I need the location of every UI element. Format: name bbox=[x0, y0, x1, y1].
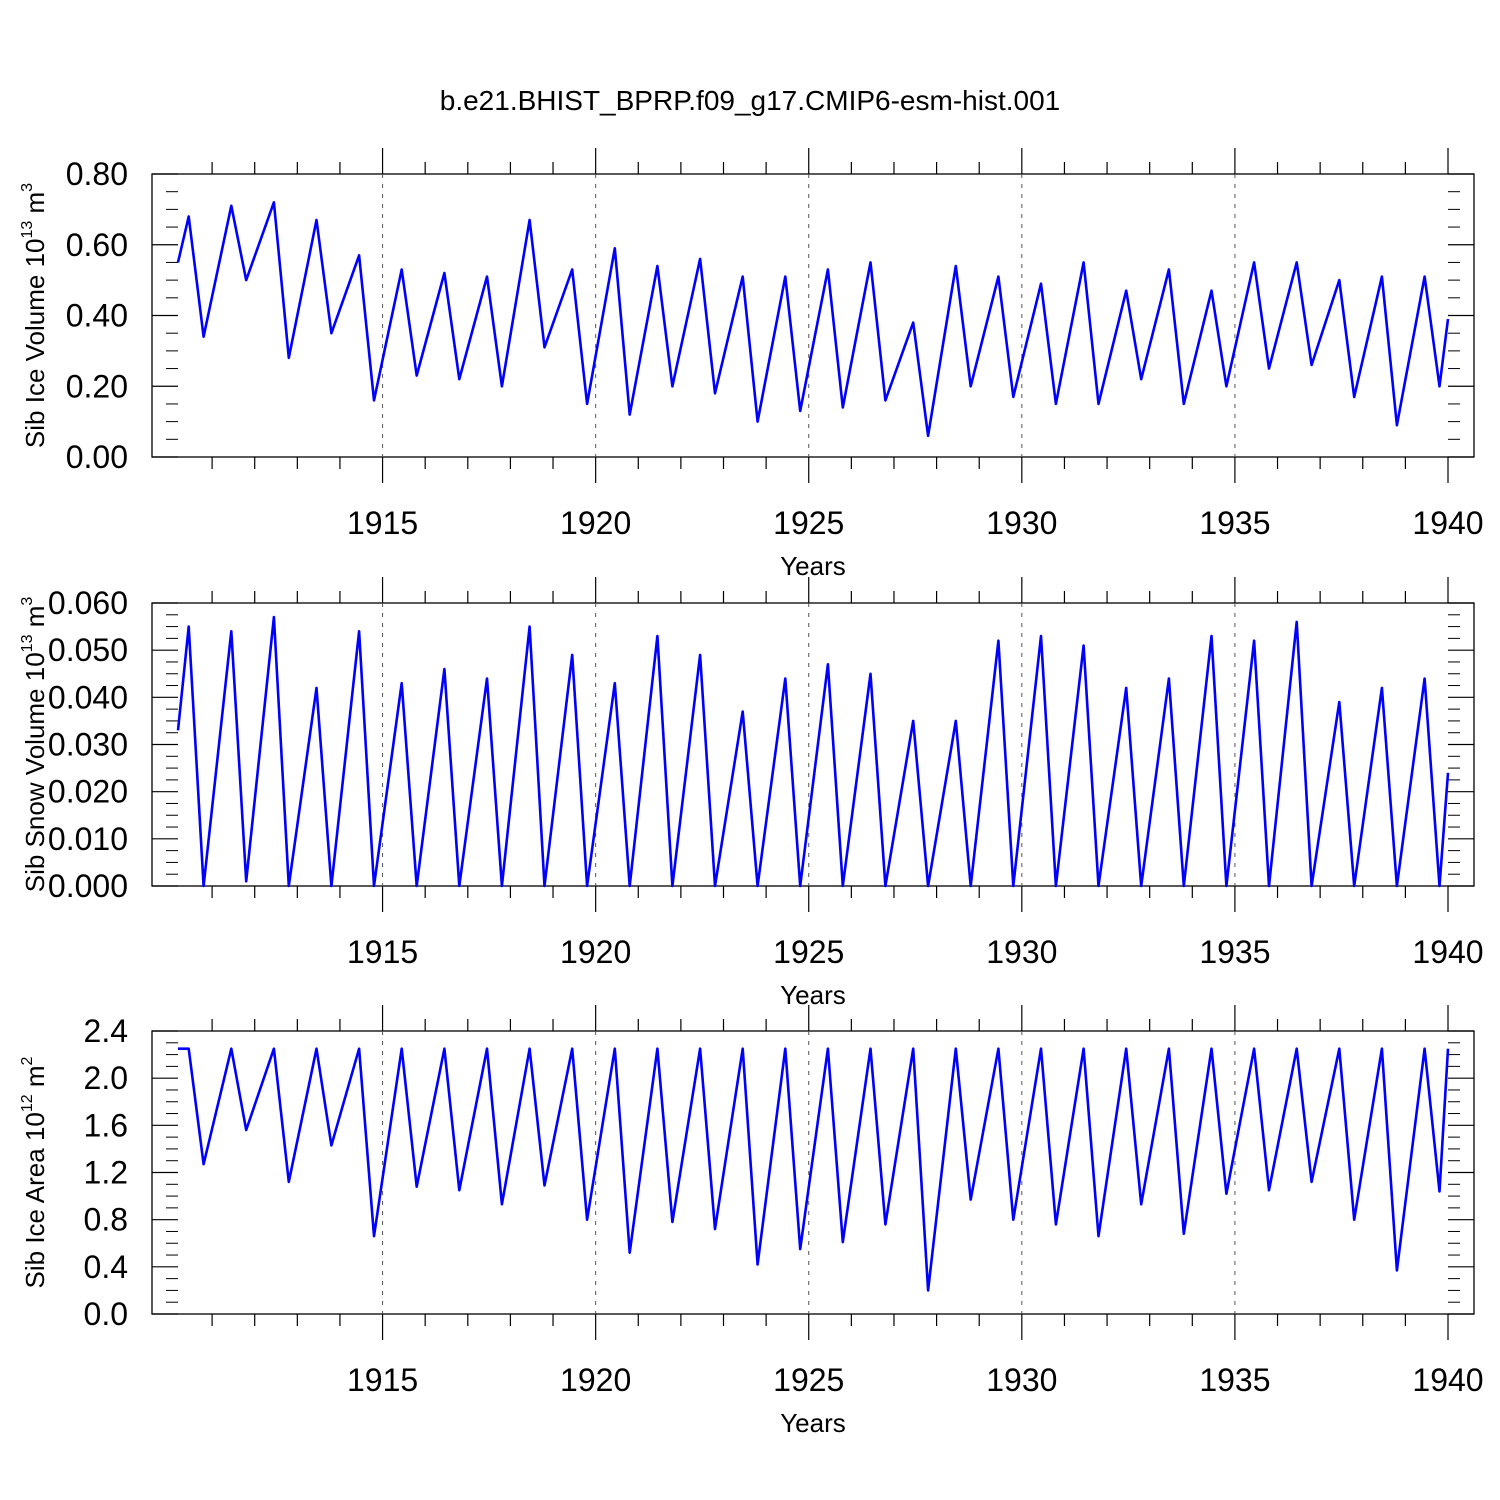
y-tick-label: 0.060 bbox=[48, 585, 128, 621]
y-axis-label-part: 3 bbox=[19, 597, 36, 606]
y-tick-label: 1.6 bbox=[84, 1107, 128, 1143]
x-tick-label: 1935 bbox=[1199, 1362, 1270, 1398]
x-axis-label: Years bbox=[780, 980, 846, 1010]
y-tick-label: 0.4 bbox=[84, 1249, 128, 1285]
y-tick-label: 0.60 bbox=[66, 227, 128, 263]
panel-1: 1915 1920 1925 1930 1935 1940 0.00 0.20 0.40 0.60… bbox=[19, 148, 1484, 581]
y-tick-label: 0.00 bbox=[66, 439, 128, 475]
x-tick-label: 1940 bbox=[1412, 1362, 1483, 1398]
x-tick-label: 1940 bbox=[1412, 505, 1483, 541]
x-tick-label: 1930 bbox=[986, 1362, 1057, 1398]
x-tick-label: 1930 bbox=[986, 505, 1057, 541]
x-axis-label: Years bbox=[780, 1408, 846, 1438]
x-tick-label: 1920 bbox=[560, 934, 631, 970]
y-axis-label: Sib Ice Area 1012 m2 bbox=[19, 1056, 50, 1288]
y-tick-label: 0.010 bbox=[48, 821, 128, 857]
y-tick-label: 1.2 bbox=[84, 1155, 128, 1191]
y-axis-label-part: m bbox=[20, 192, 50, 221]
y-tick-label: 0.20 bbox=[66, 368, 128, 404]
y-tick-label: 0.000 bbox=[48, 868, 128, 904]
x-tick-label: 1925 bbox=[773, 1362, 844, 1398]
plot-frame bbox=[151, 602, 1475, 887]
y-axis-label: Sib Ice Volume 1013 m3 bbox=[19, 183, 50, 448]
plot-frame bbox=[151, 1030, 1475, 1315]
x-tick-label: 1915 bbox=[347, 934, 418, 970]
y-tick-label: 0.020 bbox=[48, 774, 128, 810]
y-tick-label: 2.4 bbox=[84, 1013, 128, 1049]
x-tick-label: 1930 bbox=[986, 934, 1057, 970]
y-axis-label-part: 3 bbox=[19, 183, 36, 192]
series-line bbox=[178, 1047, 1450, 1292]
x-tick-label: 1940 bbox=[1412, 934, 1483, 970]
y-tick-label: 0.030 bbox=[48, 727, 128, 763]
x-tick-label: 1915 bbox=[347, 1362, 418, 1398]
x-tick-label: 1935 bbox=[1199, 505, 1270, 541]
y-axis-label: Sib Snow Volume 1013 m3 bbox=[19, 597, 50, 893]
panel-2: 1915 1920 1925 1930 1935 1940 0.000 0.010 0.020 0… bbox=[19, 577, 1484, 1010]
series-line bbox=[176, 615, 1450, 888]
y-axis-label-part: 13 bbox=[19, 221, 36, 239]
y-axis-label-part: 2 bbox=[19, 1056, 36, 1065]
y-axis-label-part: Sib Snow Volume 10 bbox=[20, 652, 50, 892]
y-tick-label: 0.80 bbox=[66, 156, 128, 192]
x-tick-label: 1920 bbox=[560, 505, 631, 541]
y-tick-label: 2.0 bbox=[84, 1060, 128, 1096]
figure-title: b.e21.BHIST_BPRP.f09_g17.CMIP6-esm-hist.… bbox=[440, 85, 1060, 116]
y-axis-label-part: m bbox=[20, 1065, 50, 1094]
y-axis-label-part: Sib Ice Area 10 bbox=[20, 1112, 50, 1288]
y-axis-label-part: Sib Ice Volume 10 bbox=[20, 239, 50, 449]
y-axis-label-part: m bbox=[20, 606, 50, 635]
y-tick-label: 0.050 bbox=[48, 632, 128, 668]
x-tick-label: 1935 bbox=[1199, 934, 1270, 970]
plot-frame bbox=[151, 173, 1475, 458]
x-axis-label: Years bbox=[780, 551, 846, 581]
x-tick-label: 1915 bbox=[347, 505, 418, 541]
y-tick-label: 0.8 bbox=[84, 1202, 128, 1238]
x-tick-label: 1925 bbox=[773, 934, 844, 970]
x-tick-label: 1920 bbox=[560, 1362, 631, 1398]
panels: 1915 1920 1925 1930 1935 1940 0.00 0.20 0.40 0.60… bbox=[19, 148, 1484, 1438]
y-tick-label: 0.0 bbox=[84, 1296, 128, 1332]
y-tick-label: 0.40 bbox=[66, 298, 128, 334]
y-tick-label: 0.040 bbox=[48, 679, 128, 715]
y-axis-label-part: 12 bbox=[19, 1094, 36, 1112]
panel-3: 1915 1920 1925 1930 1935 1940 0.0 0.4 0.8 1.2 1.6 2… bbox=[19, 1005, 1484, 1438]
series-line bbox=[176, 201, 1450, 438]
x-tick-label: 1925 bbox=[773, 505, 844, 541]
y-axis-label-part: 13 bbox=[19, 634, 36, 652]
